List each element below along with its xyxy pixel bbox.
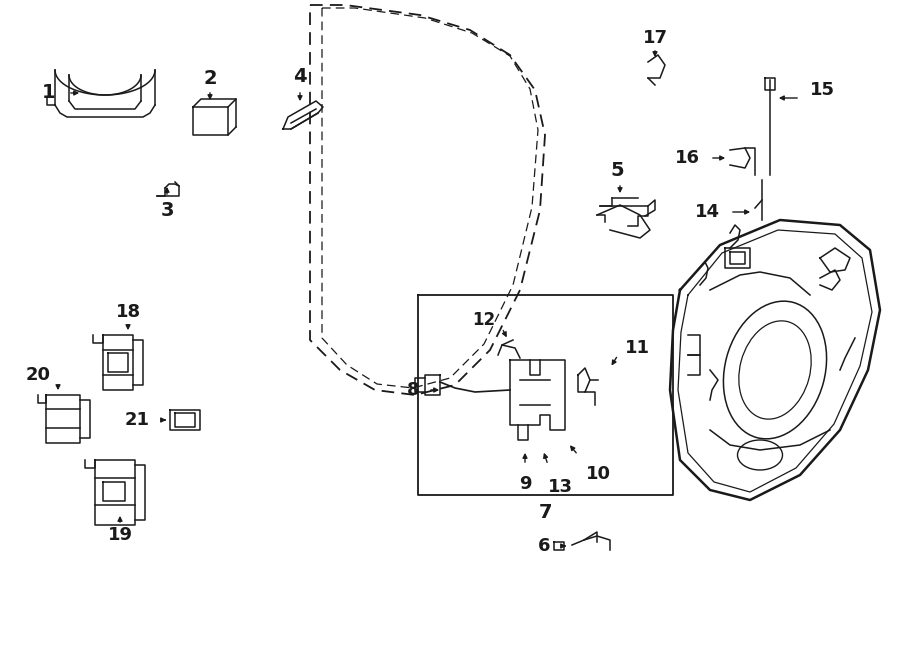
Text: 15: 15 — [810, 81, 835, 99]
Text: 17: 17 — [643, 29, 668, 47]
Text: 14: 14 — [695, 203, 720, 221]
Text: 12: 12 — [472, 311, 495, 329]
Text: 20: 20 — [25, 366, 50, 384]
Text: 2: 2 — [203, 69, 217, 87]
Text: 18: 18 — [115, 303, 140, 321]
Text: 11: 11 — [625, 339, 650, 357]
Text: 6: 6 — [537, 537, 550, 555]
Text: 16: 16 — [675, 149, 700, 167]
Text: 21: 21 — [125, 411, 150, 429]
Text: 1: 1 — [41, 83, 55, 102]
Text: 19: 19 — [107, 526, 132, 544]
Text: 4: 4 — [293, 67, 307, 87]
Text: 10: 10 — [586, 465, 611, 483]
Text: 13: 13 — [548, 478, 573, 496]
Text: 7: 7 — [538, 504, 552, 522]
Text: 8: 8 — [408, 381, 420, 399]
Text: 5: 5 — [610, 161, 624, 180]
Text: 3: 3 — [160, 200, 174, 219]
Text: 9: 9 — [518, 475, 531, 493]
